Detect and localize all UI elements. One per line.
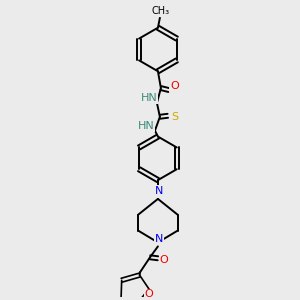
Text: N: N xyxy=(155,186,163,196)
Text: O: O xyxy=(170,81,179,91)
Text: HN: HN xyxy=(138,121,154,131)
Text: S: S xyxy=(171,112,178,122)
Text: CH₃: CH₃ xyxy=(152,6,170,16)
Text: O: O xyxy=(160,255,168,265)
Text: HN: HN xyxy=(141,93,158,103)
Text: N: N xyxy=(155,235,163,244)
Text: O: O xyxy=(145,290,153,299)
